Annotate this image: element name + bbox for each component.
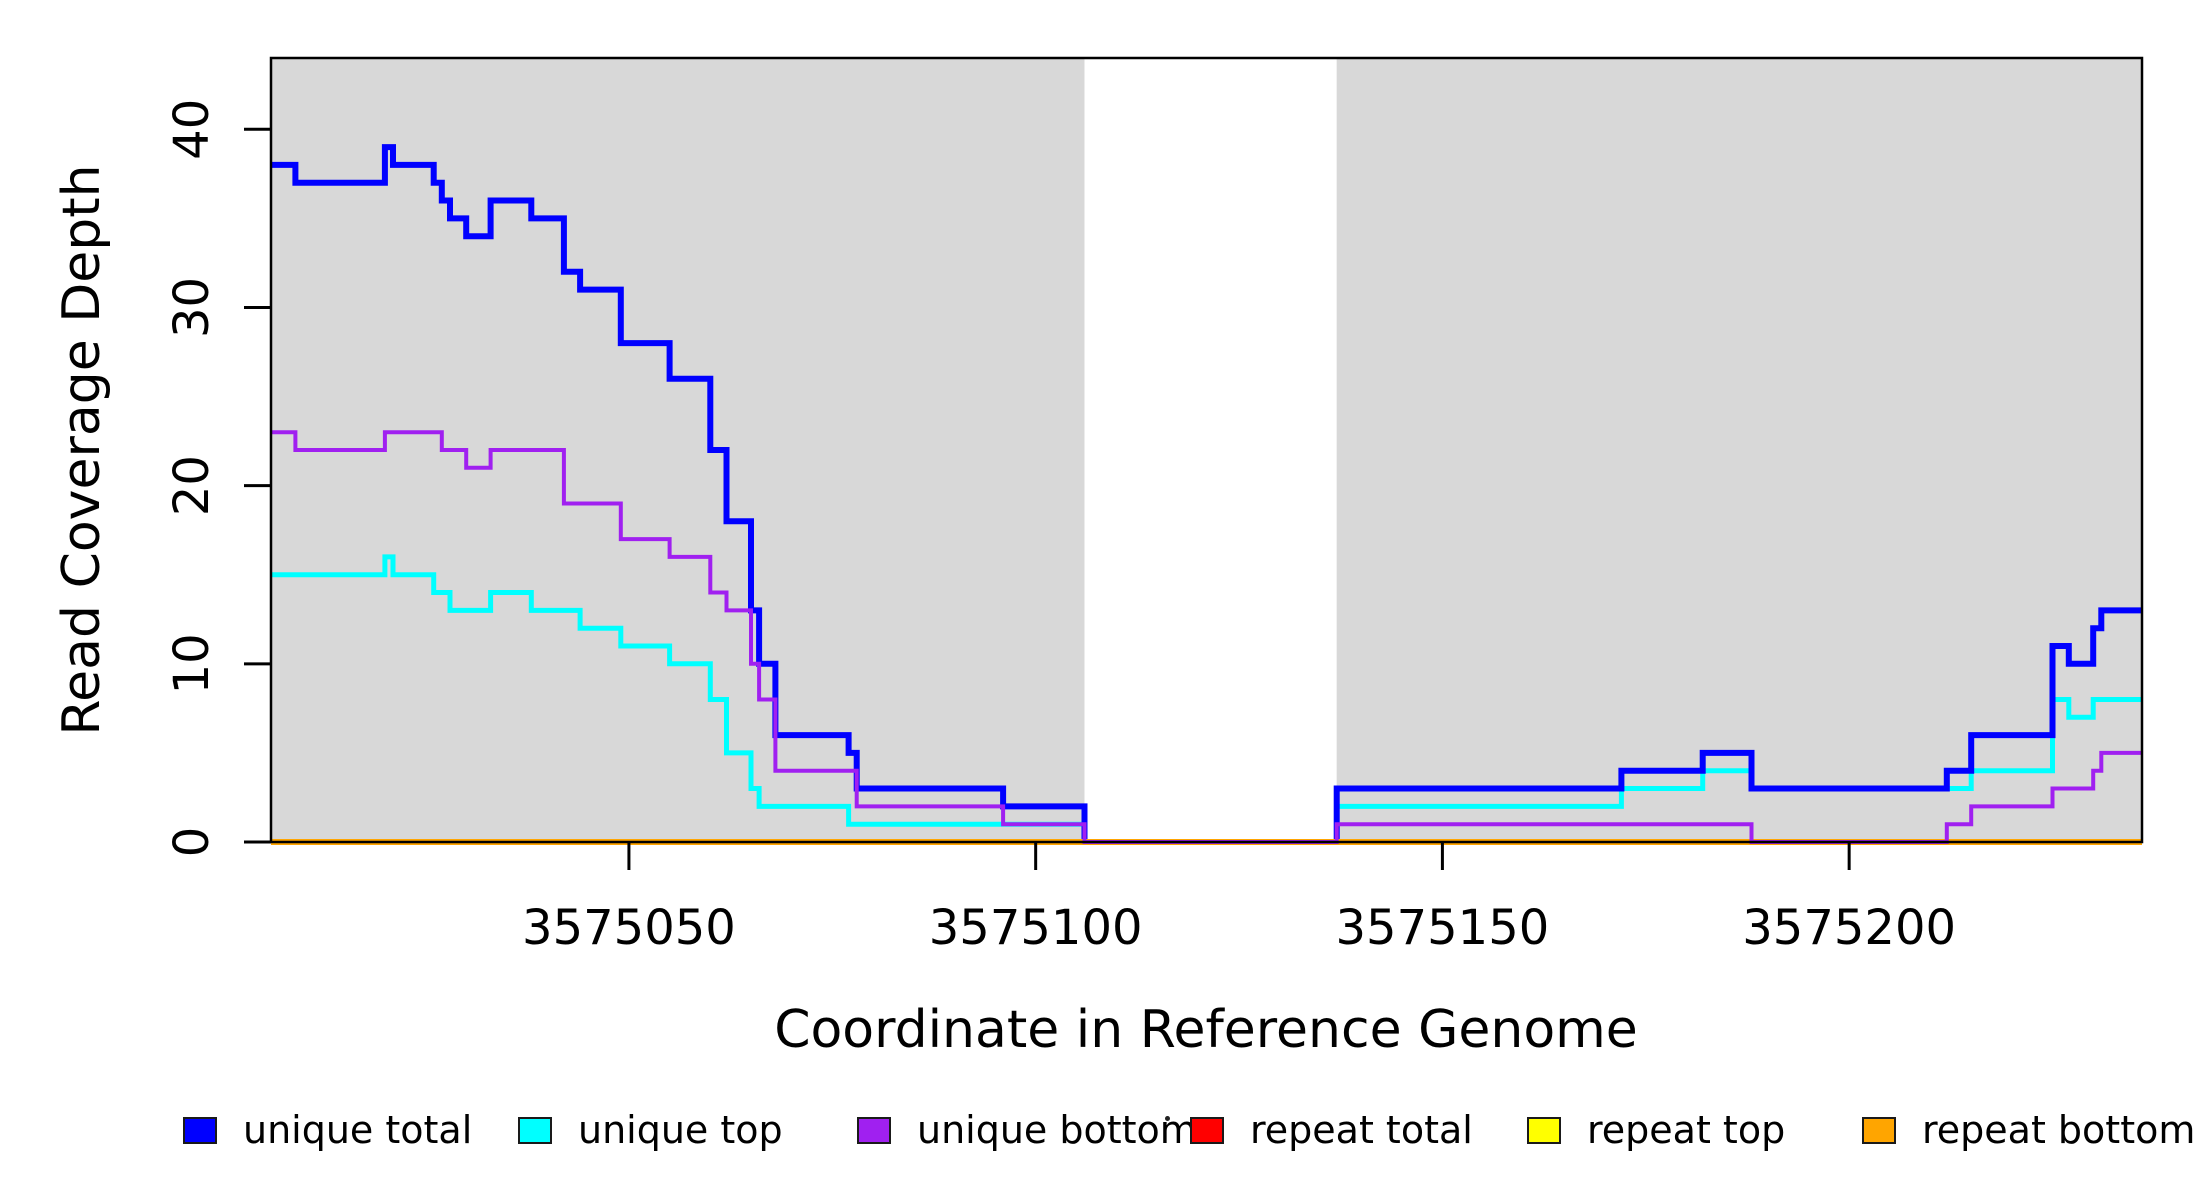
- covered-region-right: [1336, 58, 2142, 842]
- x-tick-label: 3575100: [929, 900, 1143, 956]
- legend-item-repeat-top: repeat top: [1527, 1108, 1786, 1152]
- series-unique-top: [271, 554, 2142, 845]
- legend-item-unique-bottom: unique bottom: [857, 1108, 1197, 1152]
- legend-item-unique-top: unique top: [518, 1108, 783, 1152]
- covered-region-left: [271, 58, 1085, 842]
- legend-label-repeat-bottom: repeat bottom: [1922, 1108, 2196, 1152]
- legend-item-repeat-bottom: repeat bottom: [1862, 1108, 2196, 1152]
- legend-item-repeat-total: repeat total: [1190, 1108, 1473, 1152]
- x-tick-label: 3575050: [522, 900, 736, 956]
- plot-box: [269, 56, 2144, 844]
- legend-label-repeat-top: repeat top: [1587, 1108, 1786, 1152]
- legend-swatch-repeat-total: [1190, 1116, 1224, 1144]
- series-unique-bottom: [271, 430, 2142, 844]
- legend-swatch-unique-total: [183, 1116, 217, 1144]
- x-axis-title: Coordinate in Reference Genome: [774, 1000, 1638, 1060]
- legend-label-unique-bottom: unique bottom: [917, 1108, 1197, 1152]
- y-tick-label: 20: [164, 455, 220, 516]
- y-tick-label: 10: [164, 633, 220, 694]
- y-tick-label: 40: [164, 99, 220, 160]
- legend-swatch-repeat-top: [1527, 1116, 1561, 1144]
- x-tick-label: 3575200: [1742, 900, 1956, 956]
- legend-swatch-unique-bottom: [857, 1116, 891, 1144]
- y-axis-title: Read Coverage Depth: [52, 164, 112, 736]
- legend-item-unique-total: unique total: [183, 1108, 473, 1152]
- legend-label-unique-top: unique top: [578, 1108, 783, 1152]
- x-tick-label: 3575150: [1336, 900, 1550, 956]
- series-unique-total: [271, 144, 2142, 845]
- y-tick-label: 30: [164, 277, 220, 338]
- stray-dot-artifact: [1165, 1116, 1170, 1121]
- y-tick-label: 0: [164, 827, 220, 858]
- legend-label-repeat-total: repeat total: [1250, 1108, 1473, 1152]
- legend-swatch-repeat-bottom: [1862, 1116, 1896, 1144]
- legend-label-unique-total: unique total: [243, 1108, 473, 1152]
- legend-swatch-unique-top: [518, 1116, 552, 1144]
